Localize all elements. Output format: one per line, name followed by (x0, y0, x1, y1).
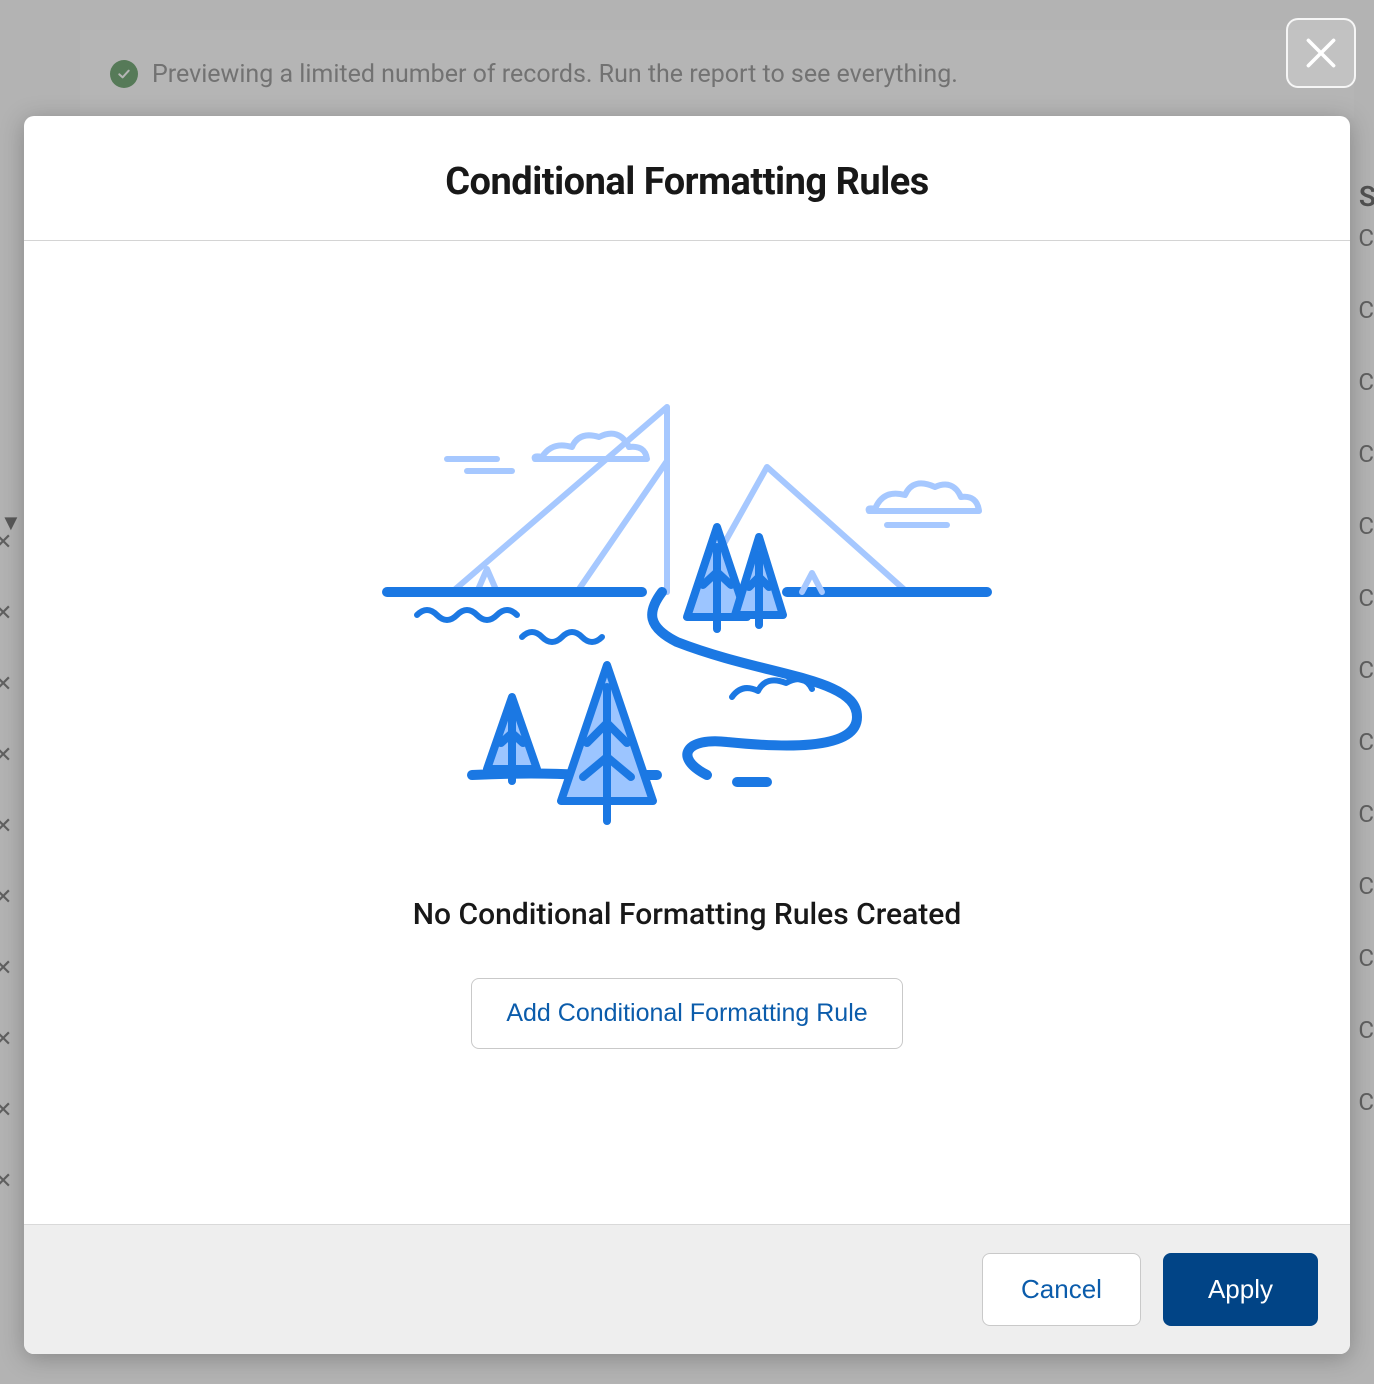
apply-button[interactable]: Apply (1163, 1253, 1318, 1326)
close-modal-button[interactable] (1286, 18, 1356, 88)
close-icon (1303, 35, 1339, 71)
modal-title: Conditional Formatting Rules (54, 160, 1320, 204)
cancel-button[interactable]: Cancel (982, 1253, 1141, 1326)
modal-body: No Conditional Formatting Rules Created … (24, 241, 1350, 1224)
empty-state-illustration (347, 397, 1027, 837)
conditional-formatting-modal: Conditional Formatting Rules (24, 116, 1350, 1354)
add-conditional-rule-button[interactable]: Add Conditional Formatting Rule (471, 978, 902, 1049)
modal-footer: Cancel Apply (24, 1224, 1350, 1354)
empty-state-heading: No Conditional Formatting Rules Created (413, 897, 961, 932)
modal-header: Conditional Formatting Rules (24, 116, 1350, 241)
